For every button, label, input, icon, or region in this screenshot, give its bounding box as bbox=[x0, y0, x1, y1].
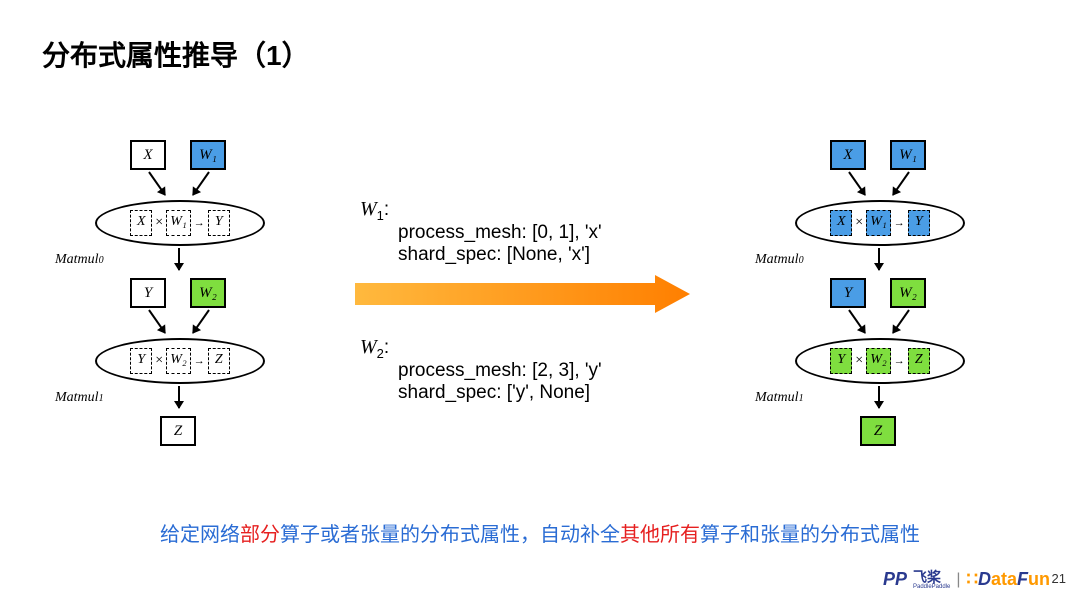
arrow-x-to-op0-r bbox=[848, 171, 866, 195]
arrow-y-to-op1-r bbox=[848, 309, 866, 333]
w1-shard: shard_spec: [None, 'x'] bbox=[398, 244, 590, 266]
op0-ellipse: X × W₁ → Y bbox=[95, 200, 265, 246]
op1-times-r: × bbox=[855, 353, 863, 369]
op1-arrow: → bbox=[194, 355, 205, 367]
tensor-y: Y bbox=[130, 278, 166, 308]
op1-arrow-r: → bbox=[894, 355, 905, 367]
caption-t3: 算子或者张量的分布式属性，自动补全 bbox=[280, 524, 620, 546]
op1-in-w2-r: W₂ bbox=[866, 348, 891, 374]
op0-label: Matmul0 bbox=[55, 252, 104, 268]
op1-out-z-r: Z bbox=[908, 348, 930, 374]
page-number: 21 bbox=[1052, 571, 1066, 586]
arrow-op0-to-y bbox=[178, 248, 180, 270]
tensor-x: X bbox=[130, 140, 166, 170]
op1-out-z: Z bbox=[208, 348, 230, 374]
big-orange-arrow bbox=[355, 275, 690, 313]
w2-spec-label: W2: bbox=[360, 336, 389, 361]
tensor-w1: W₁ bbox=[190, 140, 226, 170]
tensor-x-r: X bbox=[830, 140, 866, 170]
arrow-op0-to-y-r bbox=[878, 248, 880, 270]
op0-in-x-r: X bbox=[830, 210, 852, 236]
tensor-z-r: Z bbox=[860, 416, 896, 446]
op1-label: Matmul1 bbox=[55, 390, 104, 406]
arrow-w2-to-op1 bbox=[192, 309, 210, 333]
op1-times: × bbox=[155, 353, 163, 369]
op0-in-x: X bbox=[130, 210, 152, 236]
op0-times-r: × bbox=[855, 215, 863, 231]
op0-ellipse-r: X × W₁ → Y bbox=[795, 200, 965, 246]
op0-out-y-r: Y bbox=[908, 210, 930, 236]
arrow-w1-to-op0-r bbox=[892, 171, 910, 195]
op1-in-y-r: Y bbox=[830, 348, 852, 374]
op0-times: × bbox=[155, 215, 163, 231]
w1-mesh: process_mesh: [0, 1], 'x' bbox=[398, 222, 602, 244]
w2-shard: shard_spec: ['y', None] bbox=[398, 382, 590, 404]
op1-ellipse-r: Y × W₂ → Z bbox=[795, 338, 965, 384]
tensor-w2-r: W₂ bbox=[890, 278, 926, 308]
arrow-w1-to-op0 bbox=[192, 171, 210, 195]
arrow-x-to-op0 bbox=[148, 171, 166, 195]
datafun-logo: ∷DataFun bbox=[967, 569, 1050, 590]
caption-t5: 算子和张量的分布式属性 bbox=[700, 524, 920, 546]
op1-label-r: Matmul1 bbox=[755, 390, 804, 406]
arrow-w2-to-op1-r bbox=[892, 309, 910, 333]
w1-spec-label: W1: bbox=[360, 198, 389, 223]
logo-separator: | bbox=[956, 571, 960, 589]
op1-ellipse: Y × W₂ → Z bbox=[95, 338, 265, 384]
tensor-w1-r: W₁ bbox=[890, 140, 926, 170]
op0-out-y: Y bbox=[208, 210, 230, 236]
paddle-icon: PP bbox=[883, 569, 907, 590]
op0-in-w1: W₁ bbox=[166, 210, 191, 236]
caption-t1: 给定网络 bbox=[160, 524, 240, 546]
op0-arrow: → bbox=[194, 217, 205, 229]
op0-label-r: Matmul0 bbox=[755, 252, 804, 268]
op1-in-y: Y bbox=[130, 348, 152, 374]
caption: 给定网络部分算子或者张量的分布式属性，自动补全其他所有算子和张量的分布式属性 bbox=[0, 518, 1080, 547]
tensor-y-r: Y bbox=[830, 278, 866, 308]
arrow-y-to-op1 bbox=[148, 309, 166, 333]
paddle-text-block: 飞桨 PaddlePaddle bbox=[913, 570, 950, 590]
op0-arrow-r: → bbox=[894, 217, 905, 229]
caption-t4: 其他所有 bbox=[620, 524, 700, 546]
tensor-w2: W₂ bbox=[190, 278, 226, 308]
op0-in-w1-r: W₁ bbox=[866, 210, 891, 236]
slide-title: 分布式属性推导（1） bbox=[42, 34, 310, 74]
logos: PP 飞桨 PaddlePaddle | ∷DataFun bbox=[883, 569, 1050, 590]
tensor-z: Z bbox=[160, 416, 196, 446]
arrow-op1-to-z bbox=[178, 386, 180, 408]
w2-mesh: process_mesh: [2, 3], 'y' bbox=[398, 360, 602, 382]
op1-in-w2: W₂ bbox=[166, 348, 191, 374]
caption-t2: 部分 bbox=[240, 524, 280, 546]
arrow-op1-to-z-r bbox=[878, 386, 880, 408]
